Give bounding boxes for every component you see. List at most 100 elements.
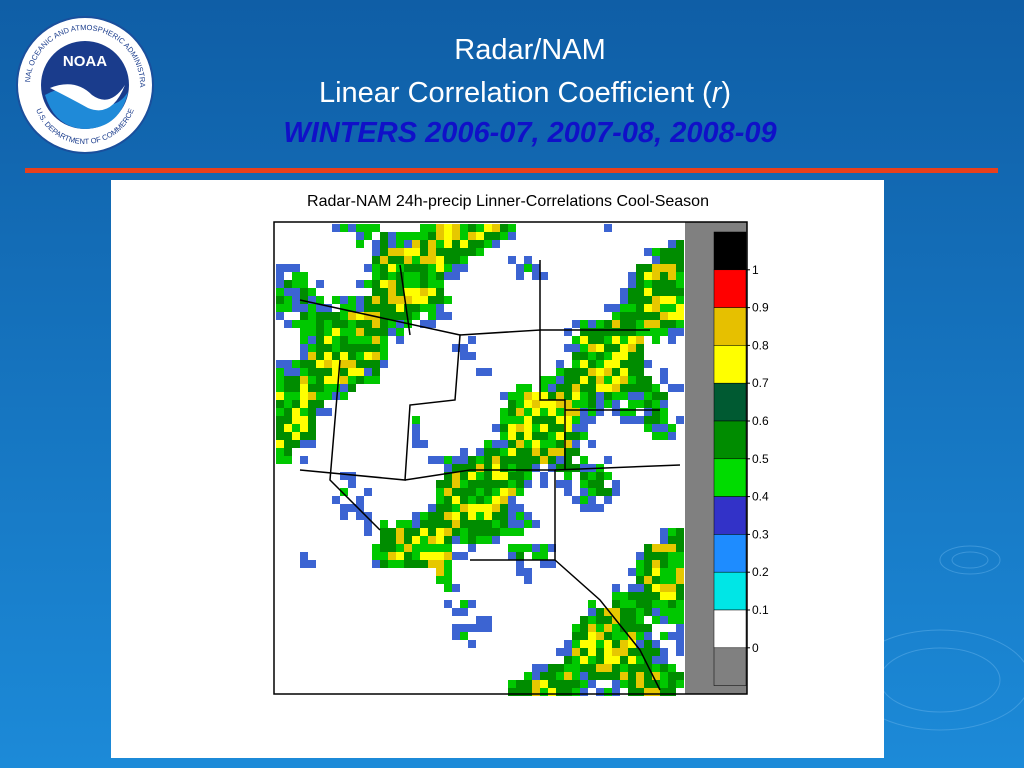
map-cell xyxy=(644,648,652,656)
map-cell xyxy=(388,288,396,296)
map-cell xyxy=(588,352,596,360)
map-cell xyxy=(300,560,308,568)
map-cell xyxy=(668,304,676,312)
map-cell xyxy=(500,504,508,512)
map-cell xyxy=(468,536,476,544)
map-cell xyxy=(572,496,580,504)
map-cell xyxy=(276,456,284,464)
colorbar-label: 0.8 xyxy=(752,338,769,352)
map-cell xyxy=(276,360,284,368)
map-cell xyxy=(364,224,372,232)
map-cell xyxy=(580,336,588,344)
map-cell xyxy=(636,384,644,392)
map-cell xyxy=(436,264,444,272)
map-cell xyxy=(660,592,668,600)
colorbar: 1 0.9 0.8 0.7 0.6 0.5 0.4 0.3 0.2 0.1 0 xyxy=(713,231,769,686)
map-cell xyxy=(612,632,620,640)
map-cell xyxy=(476,536,484,544)
map-cell xyxy=(436,280,444,288)
map-cell xyxy=(412,440,420,448)
map-cell xyxy=(604,384,612,392)
map-cell xyxy=(660,536,668,544)
map-cell xyxy=(628,664,636,672)
map-cell xyxy=(420,280,428,288)
map-cell xyxy=(412,288,420,296)
map-cell xyxy=(364,368,372,376)
map-cell xyxy=(412,280,420,288)
map-cell xyxy=(436,560,444,568)
map-cell xyxy=(540,376,548,384)
map-cell xyxy=(428,320,436,328)
map-cell xyxy=(436,232,444,240)
map-cell xyxy=(500,392,508,400)
map-cell xyxy=(356,512,364,520)
map-cell xyxy=(612,392,620,400)
map-cell xyxy=(532,456,540,464)
map-cell xyxy=(404,544,412,552)
map-cell xyxy=(316,408,324,416)
title-line2-italic: r xyxy=(712,77,723,109)
map-cell xyxy=(484,616,492,624)
map-cell xyxy=(660,600,668,608)
map-cell xyxy=(372,288,380,296)
map-cell xyxy=(644,544,652,552)
map-cell xyxy=(452,472,460,480)
map-cell xyxy=(460,512,468,520)
map-cell xyxy=(404,528,412,536)
map-cell xyxy=(636,368,644,376)
map-cell xyxy=(604,392,612,400)
map-cell xyxy=(332,392,340,400)
map-cell xyxy=(540,672,548,680)
map-cell xyxy=(668,264,676,272)
map-cell xyxy=(292,440,300,448)
map-cell xyxy=(668,544,676,552)
map-cell xyxy=(612,400,620,408)
map-cell xyxy=(668,240,676,248)
map-cell xyxy=(540,688,548,696)
map-cell xyxy=(596,480,604,488)
map-cell xyxy=(676,552,684,560)
map-cell xyxy=(372,240,380,248)
map-cell xyxy=(572,656,580,664)
map-cell xyxy=(668,336,676,344)
map-cell xyxy=(580,488,588,496)
map-cell xyxy=(476,464,484,472)
map-cell xyxy=(380,232,388,240)
map-cell xyxy=(636,640,644,648)
map-cell xyxy=(628,680,636,688)
map-cell xyxy=(620,360,628,368)
map-cell xyxy=(636,376,644,384)
map-cell xyxy=(284,424,292,432)
map-cell xyxy=(356,296,364,304)
map-cell xyxy=(388,528,396,536)
map-cell xyxy=(524,568,532,576)
map-cell xyxy=(508,520,516,528)
map-cell xyxy=(580,368,588,376)
map-cell xyxy=(612,608,620,616)
map-cell xyxy=(332,376,340,384)
map-cell xyxy=(460,448,468,456)
map-cell xyxy=(388,552,396,560)
map-cell xyxy=(516,448,524,456)
map-cell xyxy=(396,560,404,568)
map-cell xyxy=(532,392,540,400)
map-cell xyxy=(564,376,572,384)
map-cell xyxy=(652,384,660,392)
map-cell xyxy=(580,480,588,488)
map-cell xyxy=(404,240,412,248)
map-cell xyxy=(644,592,652,600)
map-cell xyxy=(452,456,460,464)
map-cell xyxy=(492,224,500,232)
map-cell xyxy=(300,344,308,352)
map-cell xyxy=(564,440,572,448)
map-cell xyxy=(388,240,396,248)
map-cell xyxy=(516,440,524,448)
map-cell xyxy=(660,376,668,384)
map-cell xyxy=(524,680,532,688)
map-cell xyxy=(660,680,668,688)
map-cell xyxy=(468,624,476,632)
map-cell xyxy=(420,528,428,536)
map-cell xyxy=(628,296,636,304)
map-cell xyxy=(612,584,620,592)
map-cell xyxy=(644,320,652,328)
